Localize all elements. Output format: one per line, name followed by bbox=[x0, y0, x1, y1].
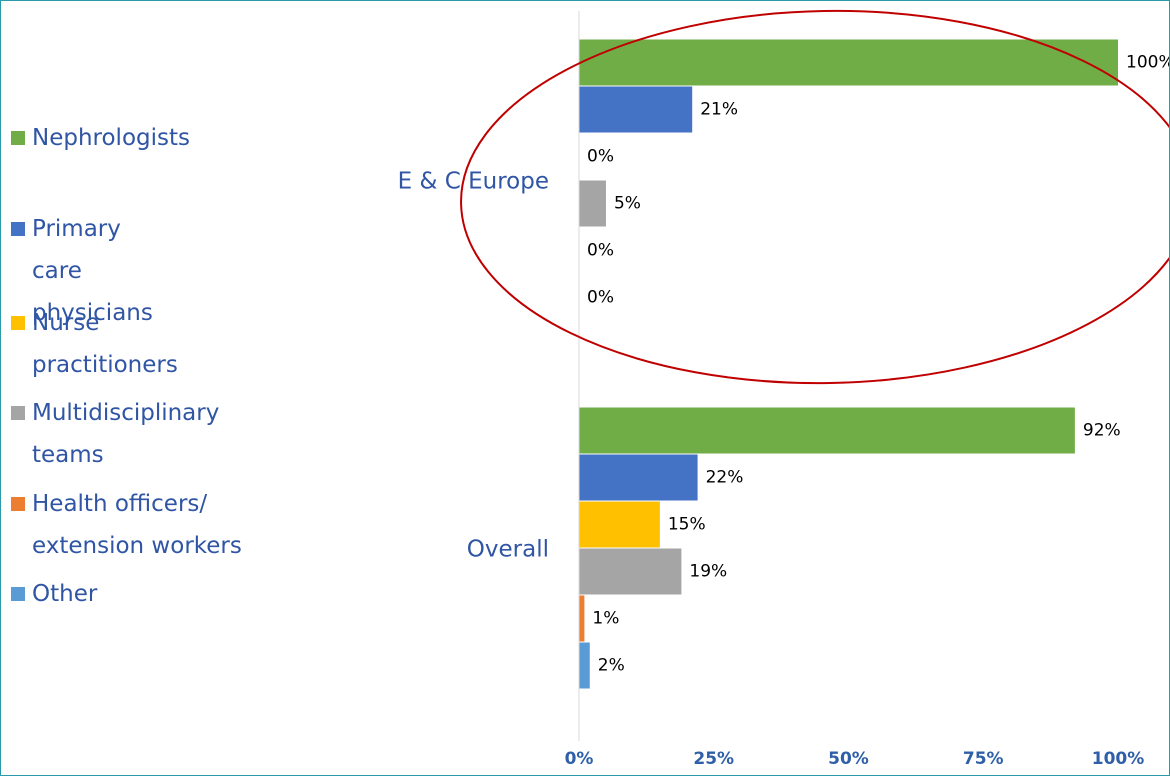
x-tick-label: 50% bbox=[828, 749, 869, 769]
legend-item: Nurse practitioners bbox=[11, 302, 178, 386]
bar bbox=[579, 501, 660, 548]
legend-swatch bbox=[11, 131, 25, 145]
value-label: 15% bbox=[668, 515, 706, 535]
value-label: 0% bbox=[587, 147, 614, 167]
category-label: E & C Europe bbox=[398, 169, 549, 195]
value-label: 92% bbox=[1083, 421, 1121, 441]
value-label: 0% bbox=[587, 288, 614, 308]
bar bbox=[579, 595, 585, 642]
highlight-ellipse bbox=[460, 9, 1169, 385]
legend-swatch bbox=[11, 497, 25, 511]
legend-label: Primary care physicians bbox=[32, 216, 153, 326]
bar bbox=[579, 454, 698, 501]
legend-item: Multidisciplinary teams bbox=[11, 392, 219, 476]
legend-label: Nephrologists bbox=[32, 125, 190, 151]
bar bbox=[579, 39, 1118, 86]
value-label: 22% bbox=[706, 468, 744, 488]
category-label: Overall bbox=[467, 537, 549, 563]
value-label: 100% bbox=[1126, 53, 1169, 73]
bar bbox=[579, 407, 1075, 454]
x-tick-label: 100% bbox=[1092, 749, 1145, 769]
x-tick-label: 25% bbox=[693, 749, 734, 769]
legend-item: Nephrologists bbox=[11, 117, 190, 159]
value-label: 0% bbox=[587, 241, 614, 261]
x-tick-label: 0% bbox=[565, 749, 594, 769]
legend-swatch bbox=[11, 587, 25, 601]
legend-label: Nurse practitioners bbox=[32, 310, 178, 378]
bar bbox=[579, 642, 590, 689]
value-label: 21% bbox=[700, 100, 738, 120]
bar bbox=[579, 180, 606, 227]
legend-swatch bbox=[11, 316, 25, 330]
legend-item: Other bbox=[11, 573, 97, 615]
legend-item: Primary care physicians bbox=[11, 208, 153, 334]
legend-swatch bbox=[11, 222, 25, 236]
legend-label: Health officers/ extension workers bbox=[32, 491, 242, 559]
bar bbox=[579, 86, 693, 133]
value-label: 1% bbox=[592, 609, 619, 629]
bar bbox=[579, 548, 682, 595]
legend-item: Health officers/ extension workers bbox=[11, 483, 312, 567]
value-label: 19% bbox=[689, 562, 727, 582]
legend-swatch bbox=[11, 406, 25, 420]
legend-label: Other bbox=[32, 581, 98, 607]
value-label: 2% bbox=[598, 656, 625, 676]
x-tick-label: 75% bbox=[963, 749, 1004, 769]
value-label: 5% bbox=[614, 194, 641, 214]
legend-label: Multidisciplinary teams bbox=[32, 400, 220, 468]
